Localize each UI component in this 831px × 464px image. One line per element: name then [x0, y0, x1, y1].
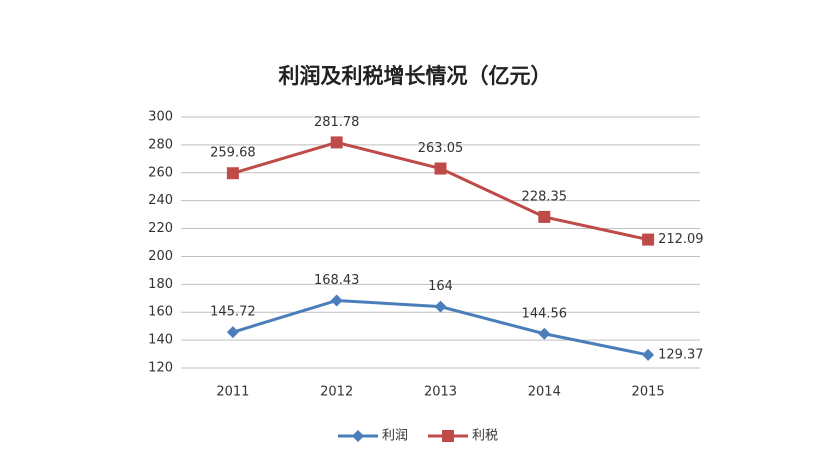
marker: [330, 136, 343, 149]
y-tick-label: 120: [148, 361, 173, 376]
data-label: 145.72: [210, 305, 256, 320]
x-tick-label: 2011: [216, 385, 249, 400]
y-tick-label: 220: [148, 221, 173, 236]
data-label: 129.37: [658, 347, 704, 362]
x-tick-label: 2013: [424, 385, 457, 400]
data-label: 263.05: [418, 141, 464, 156]
x-tick-label: 2015: [632, 385, 665, 400]
y-tick-label: 180: [148, 277, 173, 292]
y-tick-label: 260: [148, 165, 173, 180]
marker: [434, 162, 447, 175]
series-line: [232, 140, 649, 242]
y-tick-label: 140: [148, 333, 173, 348]
y-tick-label: 280: [148, 137, 173, 152]
data-label: 164: [428, 279, 453, 294]
y-tick-label: 240: [148, 193, 173, 208]
data-label: 144.56: [522, 306, 568, 321]
marker: [538, 210, 551, 223]
y-tick-label: 300: [148, 110, 173, 125]
y-tick-label: 200: [148, 249, 173, 264]
legend-label: 利税: [472, 429, 498, 444]
legend-label: 利润: [382, 429, 408, 444]
data-label: 168.43: [314, 273, 360, 288]
x-tick-label: 2012: [320, 385, 353, 400]
data-label: 281.78: [314, 115, 360, 130]
data-label: 259.68: [210, 146, 256, 161]
y-tick-label: 160: [148, 305, 173, 320]
marker: [538, 327, 551, 340]
x-tick-label: 2014: [528, 385, 561, 400]
marker: [352, 430, 364, 442]
marker: [226, 326, 239, 339]
chart-title: 利润及利税增长情况（亿元）: [279, 64, 552, 88]
data-label: 228.35: [522, 189, 568, 204]
marker: [442, 430, 454, 442]
marker: [642, 233, 655, 246]
marker: [330, 294, 343, 307]
marker: [642, 348, 655, 361]
marker: [434, 300, 447, 313]
data-label: 212.09: [658, 232, 704, 247]
marker: [226, 167, 239, 180]
